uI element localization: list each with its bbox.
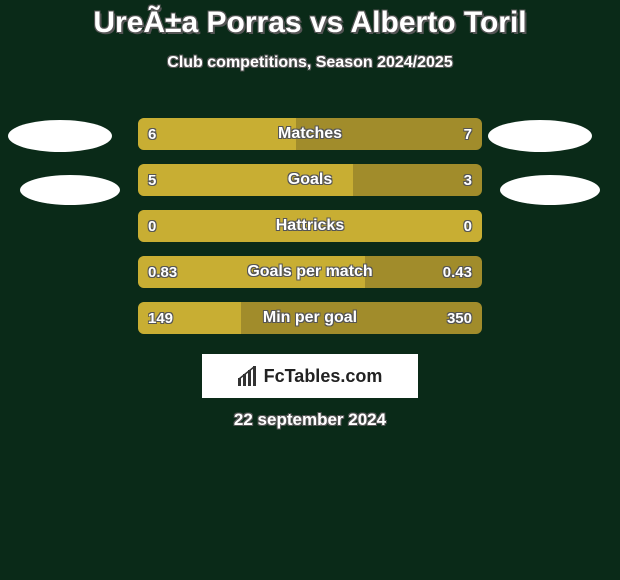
brand-badge: FcTables.com [202,354,418,398]
decorative-oval [488,120,592,152]
decorative-oval [20,175,120,205]
stat-row-fill [138,256,365,288]
subtitle: Club competitions, Season 2024/2025 [0,54,620,72]
stats-card: UreÃ±a Porras vs Alberto Toril Club comp… [0,0,620,580]
page-title: UreÃ±a Porras vs Alberto Toril [0,0,620,40]
chart-bars-icon [238,366,260,386]
stat-right-value: 7 [464,118,472,150]
stat-row-fill [138,118,296,150]
stat-row: 00Hattricks [138,210,482,242]
stat-row-fill [138,210,482,242]
date-text: 22 september 2024 [0,410,620,430]
bars-container: 67Matches 53Goals 00Hattricks 0.830.43Goals… [138,118,482,334]
stat-row: 53Goals [138,164,482,196]
stat-right-value: 350 [447,302,472,334]
stat-row: 67Matches [138,118,482,150]
decorative-oval [8,120,112,152]
stat-right-value: 0.43 [443,256,472,288]
stat-row-fill [138,164,353,196]
stat-row: 149350Min per goal [138,302,482,334]
decorative-oval [500,175,600,205]
stat-row: 0.830.43Goals per match [138,256,482,288]
stat-row-fill [138,302,241,334]
stat-right-value: 3 [464,164,472,196]
brand-text: FcTables.com [264,366,383,387]
